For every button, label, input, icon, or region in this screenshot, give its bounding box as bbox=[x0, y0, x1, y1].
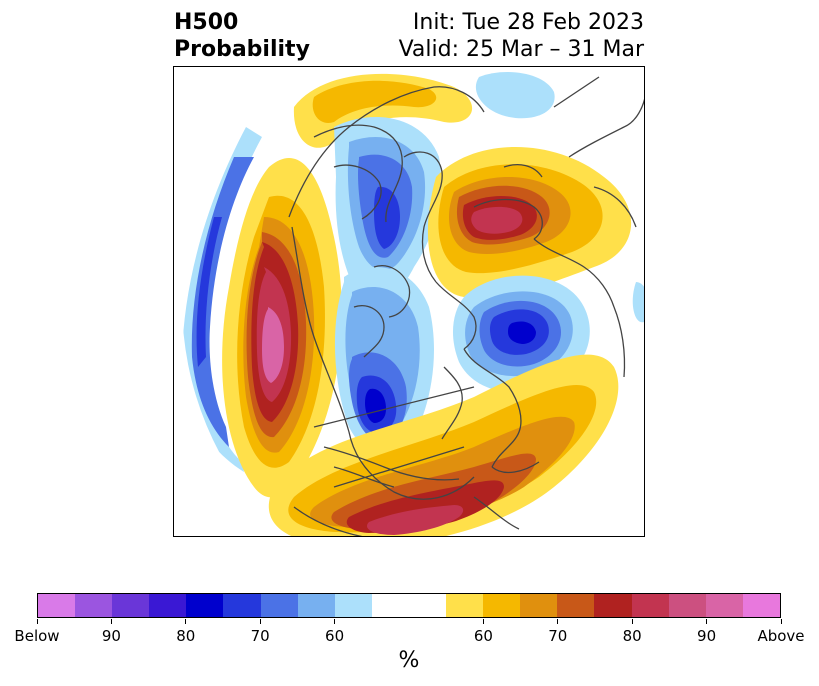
colorbar-tick bbox=[185, 619, 187, 624]
colorbar-tick bbox=[706, 619, 708, 624]
colorbar-swatch-below-5 bbox=[223, 594, 261, 617]
colorbar-swatch-above-8 bbox=[742, 594, 780, 617]
below-russia-90 bbox=[508, 321, 536, 344]
colorbar-tick bbox=[110, 619, 112, 624]
above-us-90 bbox=[366, 505, 464, 535]
colorbar-swatch-above-2 bbox=[520, 594, 558, 617]
colorbar-tick-label: 70 bbox=[548, 627, 568, 645]
above-pacific-90 bbox=[262, 307, 284, 383]
colorbar-unit: % bbox=[398, 648, 420, 673]
colorbar-tick bbox=[631, 619, 633, 624]
colorbar-tick bbox=[780, 619, 782, 624]
colorbar-tick-label: 90 bbox=[101, 627, 121, 645]
below-northeast bbox=[475, 72, 555, 119]
colorbar-swatch-above-3 bbox=[557, 594, 595, 617]
colorbar-tick-label: Below bbox=[14, 627, 60, 645]
colorbar-tick-label: Above bbox=[757, 627, 805, 645]
forecast-dates: Init: Tue 28 Feb 2023 Valid: 25 Mar – 31… bbox=[399, 9, 644, 63]
below-central-90 bbox=[365, 388, 386, 423]
colorbar bbox=[37, 593, 781, 618]
map-panel bbox=[173, 66, 645, 537]
below-canada-80 bbox=[374, 186, 400, 249]
colorbar-swatch-above-5 bbox=[631, 594, 669, 617]
valid-range: Valid: 25 Mar – 31 Mar bbox=[398, 37, 644, 62]
colorbar-swatch-below-1 bbox=[75, 594, 113, 617]
probability-field bbox=[182, 72, 644, 536]
colorbar-swatch-below-0 bbox=[38, 594, 76, 617]
colorbar-swatch-below-7 bbox=[297, 594, 335, 617]
init-date: Init: Tue 28 Feb 2023 bbox=[412, 10, 644, 35]
colorbar-swatch-above-0 bbox=[446, 594, 484, 617]
colorbar-swatch-above-7 bbox=[705, 594, 743, 617]
colorbar-swatch-below-8 bbox=[334, 594, 372, 617]
colorbar-tick-label: 70 bbox=[250, 627, 270, 645]
above-arctic-north-core bbox=[312, 80, 437, 123]
title-probability: Probability bbox=[174, 37, 310, 62]
colorbar-swatch-below-2 bbox=[112, 594, 150, 617]
colorbar-tick bbox=[36, 619, 38, 624]
colorbar-tick bbox=[259, 619, 261, 624]
colorbar-tick bbox=[557, 619, 559, 624]
colorbar-swatch-above-6 bbox=[668, 594, 706, 617]
above-europe-90 bbox=[471, 206, 523, 234]
chart-title: H500 Probability bbox=[174, 9, 310, 63]
colorbar-swatch-above-1 bbox=[483, 594, 521, 617]
title-variable: H500 bbox=[174, 10, 239, 35]
colorbar-tick bbox=[334, 619, 336, 624]
colorbar-swatch-below-3 bbox=[149, 594, 187, 617]
below-band-west-inner bbox=[196, 217, 222, 367]
below-band-west-core bbox=[191, 157, 254, 447]
colorbar-swatch-neutral bbox=[371, 594, 447, 617]
colorbar-tick-label: 80 bbox=[176, 627, 196, 645]
colorbar-tick-label: 60 bbox=[325, 627, 345, 645]
colorbar-swatch-below-4 bbox=[186, 594, 224, 617]
colorbar-tick-label: 80 bbox=[622, 627, 642, 645]
colorbar-swatch-above-4 bbox=[594, 594, 632, 617]
colorbar-tick bbox=[482, 619, 484, 624]
colorbar-tick-label: 60 bbox=[473, 627, 493, 645]
colorbar-tick-label: 90 bbox=[697, 627, 717, 645]
colorbar-swatch-below-6 bbox=[260, 594, 298, 617]
land-outlines bbox=[288, 76, 644, 536]
probability-map bbox=[182, 72, 644, 536]
below-right-edge bbox=[632, 282, 644, 323]
